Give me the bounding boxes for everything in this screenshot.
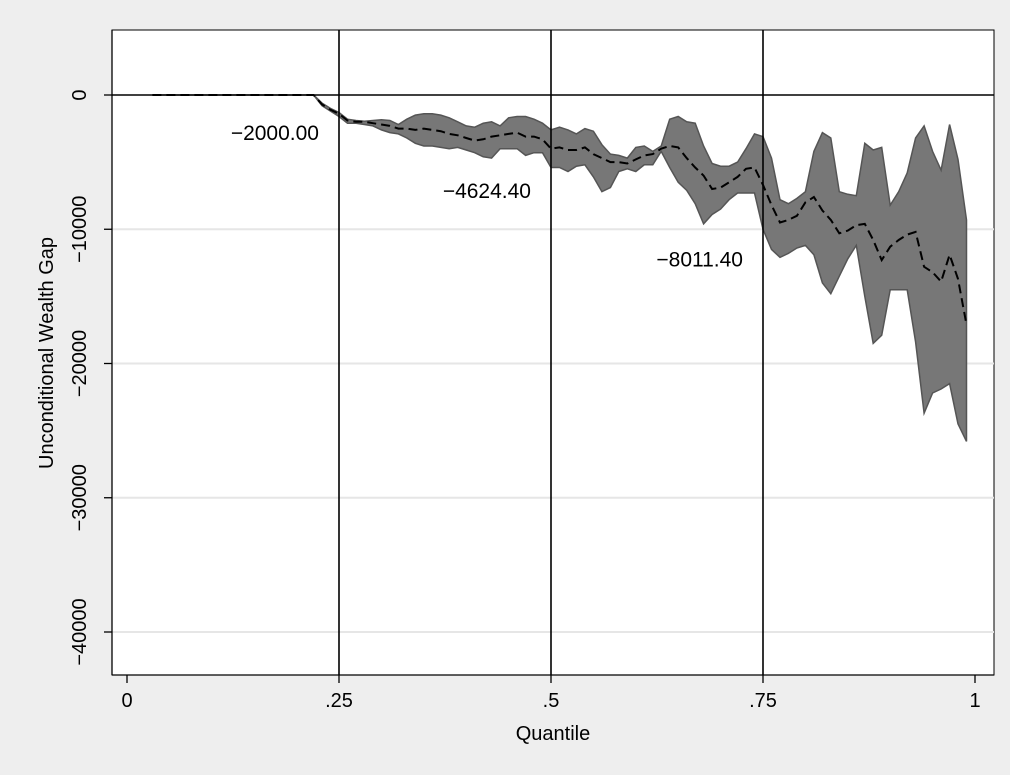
x-ticks: 0 .25 .5 .75 1: [121, 675, 981, 712]
estimate-line-layer: [152, 94, 968, 325]
x-tick-label-1: .25: [325, 690, 353, 712]
gridlines: [112, 228, 994, 633]
y-ticks: 0 −10000 −20000 −30000 −40000: [69, 89, 112, 666]
x-tick-label-2: .5: [543, 690, 560, 712]
x-tick-label-4: 1: [969, 690, 980, 712]
y-axis-title: Unconditional Wealth Gap: [36, 237, 58, 469]
axes: [111, 30, 994, 676]
x-tick-label-3: .75: [749, 690, 777, 712]
y-tick-label-3: −30000: [69, 464, 91, 531]
reference-lines: [112, 30, 994, 675]
y-tick-label-0: 0: [69, 89, 91, 100]
annotation-2: −8011.40: [656, 249, 743, 272]
x-axis-title: Quantile: [516, 723, 591, 745]
y-tick-label-2: −20000: [69, 330, 91, 397]
y-tick-label-4: −40000: [69, 598, 91, 665]
annotation-1: −4624.40: [443, 180, 531, 203]
annotation-0: −2000.00: [231, 122, 319, 145]
annotations: −2000.00 −4624.40 −8011.40: [231, 122, 743, 272]
estimate-line: [152, 94, 968, 325]
y-tick-label-1: −10000: [69, 196, 91, 263]
x-tick-label-0: 0: [121, 690, 132, 712]
